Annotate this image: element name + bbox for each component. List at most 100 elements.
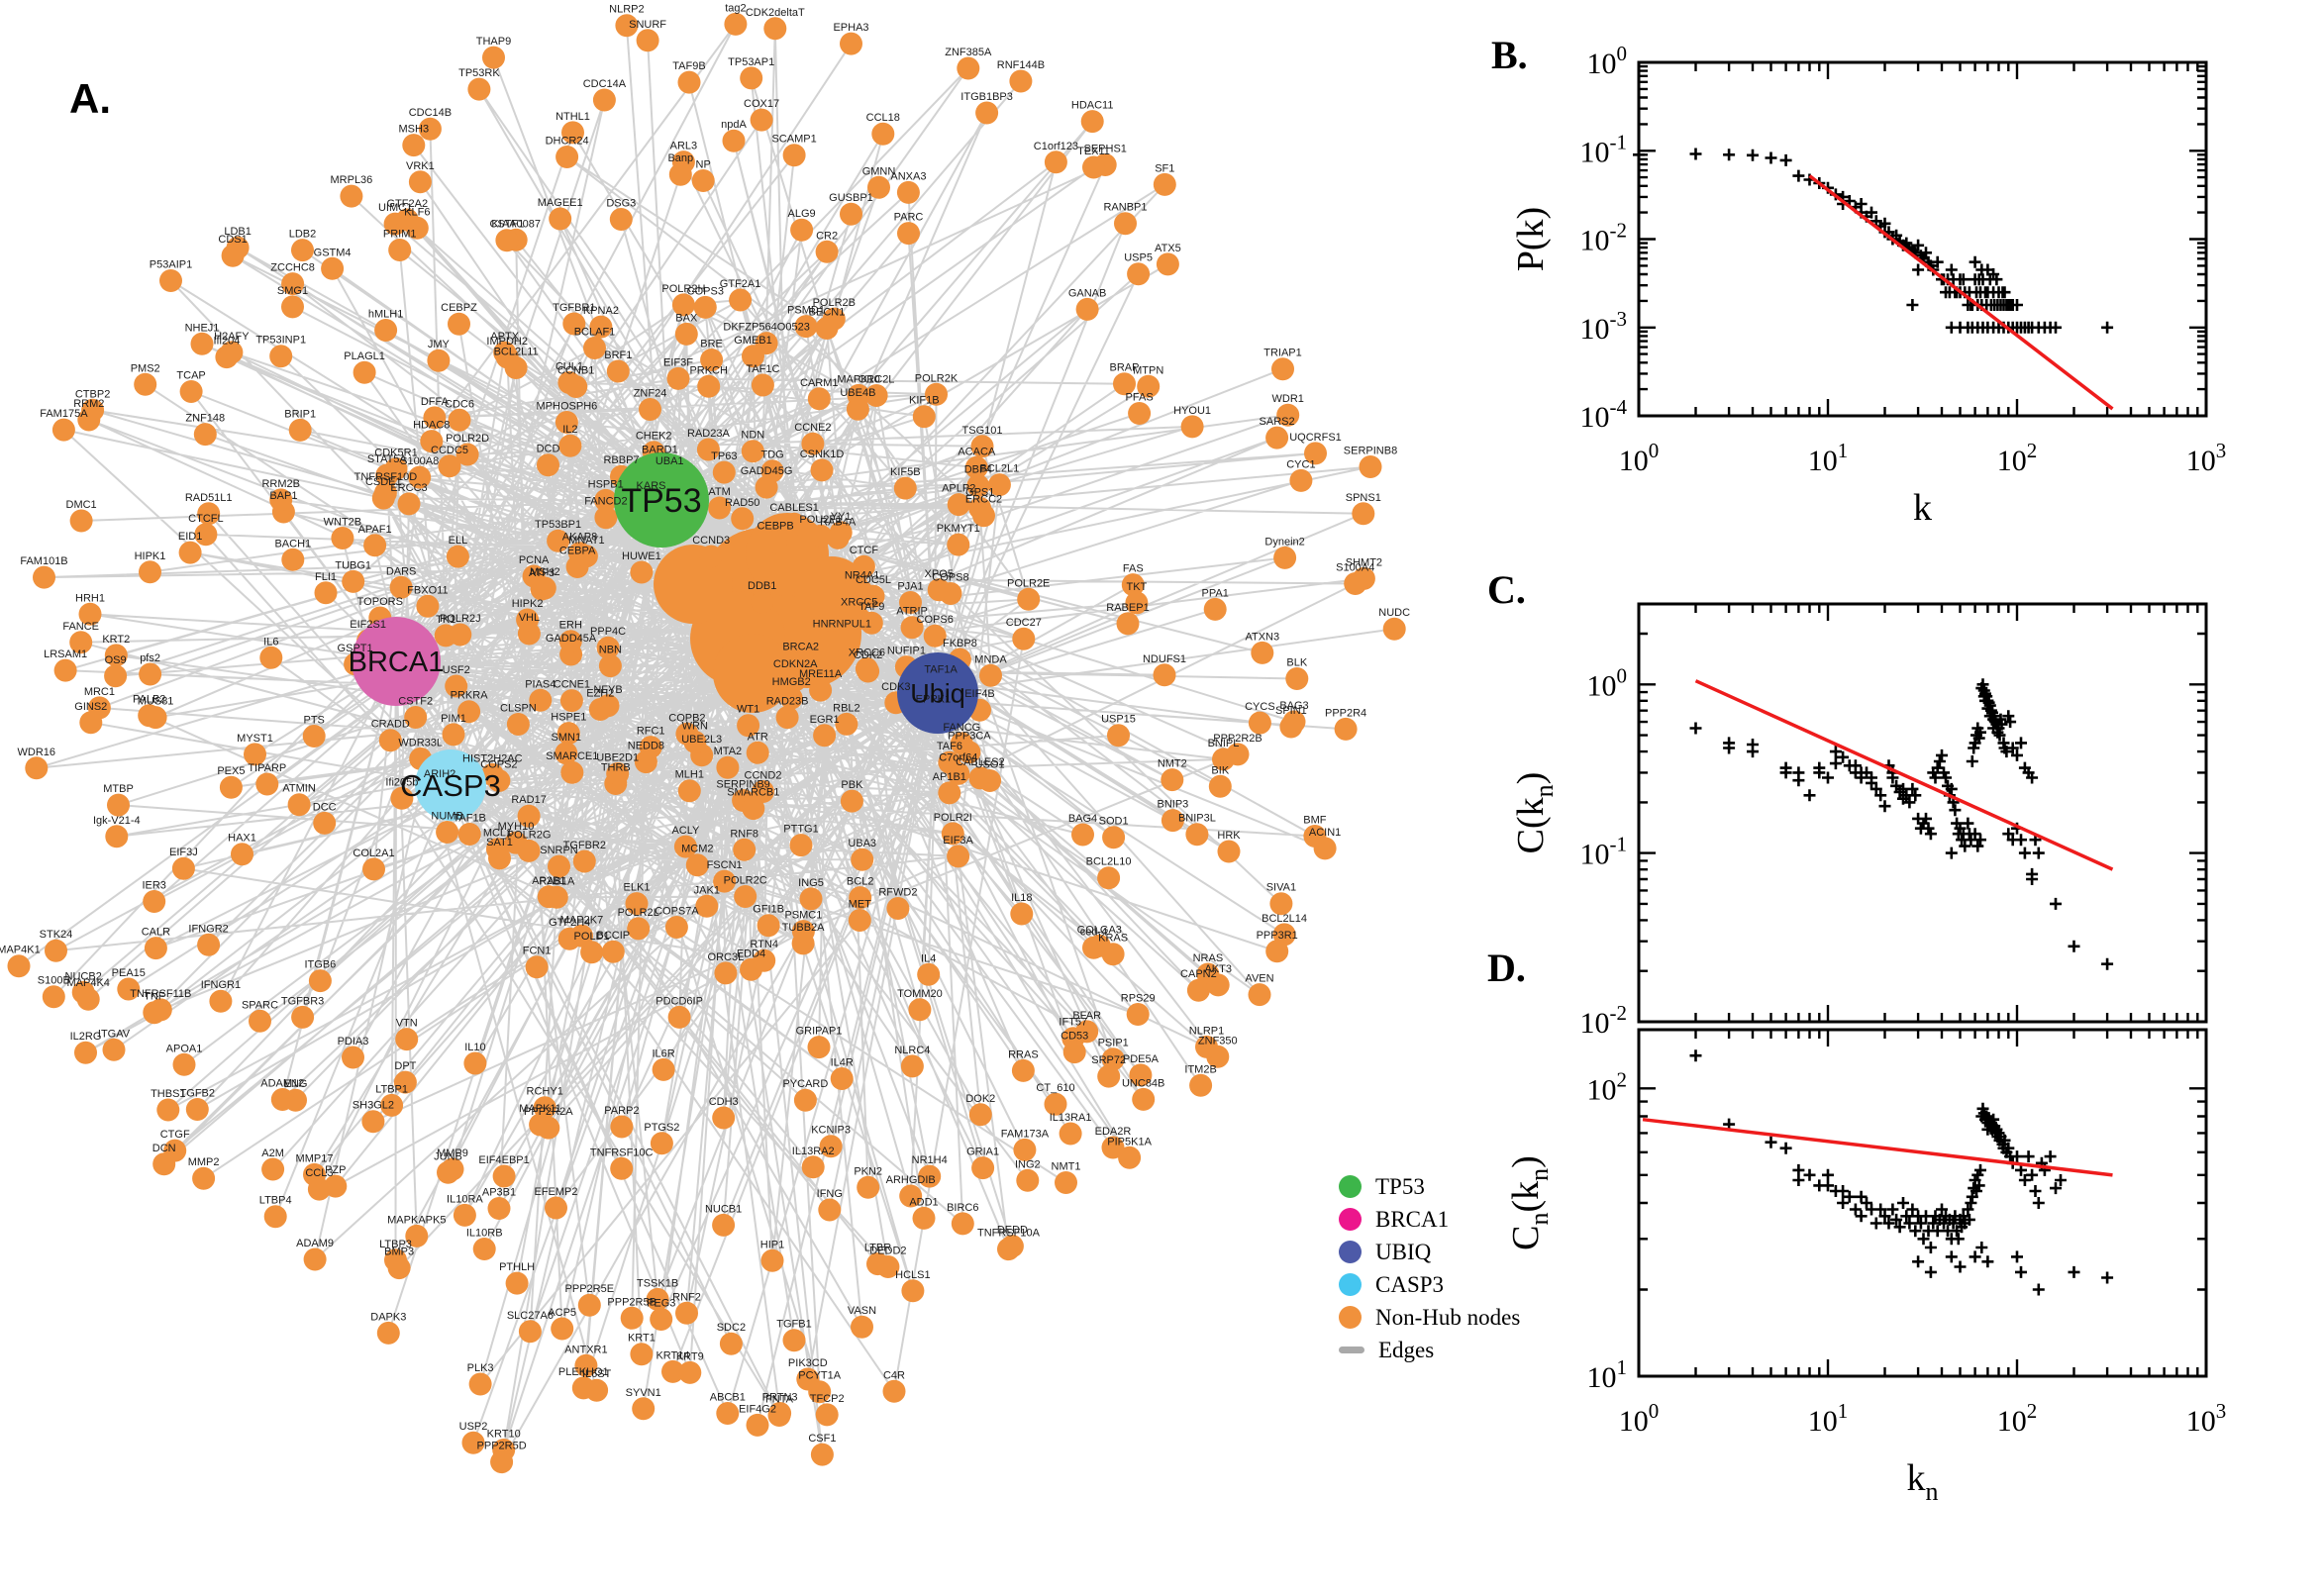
y-axis-label: P(k) [1510,207,1552,271]
network-node-label: PPP3CA [948,731,991,743]
network-node [731,507,755,531]
network-node [1101,1047,1125,1071]
network-node [712,1106,736,1130]
network-node-label: NR1H4 [912,1154,948,1166]
network-node [1080,110,1104,134]
network-node [1010,902,1034,926]
network-node-label: CSTF1 [489,219,524,231]
network-node [171,856,195,880]
network-node-label: PCNA [519,554,550,566]
network-node [449,623,472,647]
network-node [1101,1136,1125,1159]
network-node [636,29,659,52]
network-node [288,418,312,442]
network-node [1121,573,1145,597]
network-node-label: IL6R [652,1047,674,1059]
network-node-label: P53AIP1 [150,259,192,271]
network-node-label: CDC5L [856,574,891,586]
network-node-label: CTBP2 [75,388,110,400]
network-node-label: IL13RA2 [792,1146,835,1157]
network-node [405,216,429,240]
network-node-label: S100A8 [400,455,439,467]
legend-item-brca1: BRCA1 [1339,1203,1520,1236]
network-node [1304,442,1327,465]
network-node [606,359,630,383]
axis-ticks [1637,604,2208,1024]
network-node [793,1088,817,1112]
network-node-label: KCNIP3 [811,1125,851,1137]
network-node [750,108,773,132]
tick-label: 10-2 [1580,219,1628,257]
network-node [490,1450,514,1474]
panel-label-b: B. [1491,33,1528,77]
network-node-label: DBF4 [964,464,992,476]
network-node [197,933,221,956]
network-node [69,631,93,654]
network-node [402,134,426,157]
network-node-label: RABEP1 [1106,602,1149,614]
network-node-label: STAT5A [367,453,408,465]
network-node [331,527,354,549]
network-node-label: WDR16 [18,747,56,758]
network-node-label: LRSAM1 [44,648,87,660]
network-node [598,654,622,678]
network-node [363,534,387,557]
network-node [461,1431,485,1454]
network-node-label: MRE11A [799,668,843,680]
tick-label: 10-3 [1580,307,1628,346]
network-node-label: BRCA2 [782,642,819,653]
hub-labels: TP53 BRCA1 Ubiq CASP3 [349,482,965,803]
network-node [652,1057,675,1081]
network-node [737,714,760,738]
network-node [724,12,748,36]
network-node-label: PPP3R1 [1257,930,1298,942]
network-node [606,762,630,785]
network-node-label: SHMT2 [1346,556,1382,568]
network-node [671,293,695,317]
network-node-label: PSIP1 [1098,1038,1129,1049]
network-node-label: HNRNPUL1 [813,619,871,631]
network-node-label: Banp [667,152,693,164]
network-node [855,657,878,680]
network-node-label: ARL3 [670,141,698,152]
network-node-label: WNT2B [324,517,362,529]
network-node-label: MLH1 [675,769,704,781]
network-node-label: MET [849,899,872,911]
network-node-label: PRIM1 [383,229,417,241]
network-node [846,397,869,421]
network-node-label: SMARCB1 [727,787,779,799]
network-node-label: KRT1 [628,1333,656,1345]
network-node [851,580,874,604]
network-node [1153,172,1176,196]
panel-label-c: C. [1487,567,1526,612]
network-node-label: KIAA0087 [491,218,541,230]
network-node-label: ERCC2 [965,494,1002,506]
network-node-label: AP1B1 [933,771,966,783]
network-node [971,1156,995,1180]
network-node-label: RNF2 [672,1291,701,1303]
network-node-label: BLK [1286,657,1307,669]
network-node-label: NUCB1 [705,1203,742,1215]
network-node-label: PZP [325,1164,346,1176]
network-node-label: PTGS2 [644,1122,679,1134]
hub-label-brca1: BRCA1 [349,647,445,678]
network-node [549,207,572,231]
network-node [143,1001,166,1025]
network-node-label: VTN [396,1018,418,1030]
network-node [1132,1087,1156,1111]
network-node-label: TFCP2 [810,1393,845,1405]
network-node [951,1212,974,1236]
network-node [941,822,964,846]
axis-ticks [1637,60,2208,418]
network-node-label: NUFIP1 [887,646,926,657]
network-node [851,848,874,871]
network-node [742,345,764,368]
network-node-label: CDS1 [218,234,247,246]
network-node [269,488,293,512]
network-node-label: PDIA3 [338,1036,369,1047]
legend-label: BRCA1 [1375,1206,1450,1232]
network-node-label: ITGAV [98,1028,131,1040]
network-node [194,523,218,547]
network-node-label: PTHLH [499,1261,535,1273]
network-node-label: IMPDH2 [486,336,528,348]
